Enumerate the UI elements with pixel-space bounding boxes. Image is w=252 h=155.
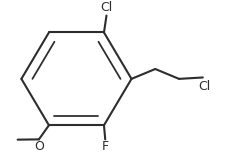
Text: F: F — [101, 140, 108, 153]
Text: Cl: Cl — [197, 80, 209, 93]
Text: Cl: Cl — [100, 1, 112, 14]
Text: O: O — [34, 140, 44, 153]
